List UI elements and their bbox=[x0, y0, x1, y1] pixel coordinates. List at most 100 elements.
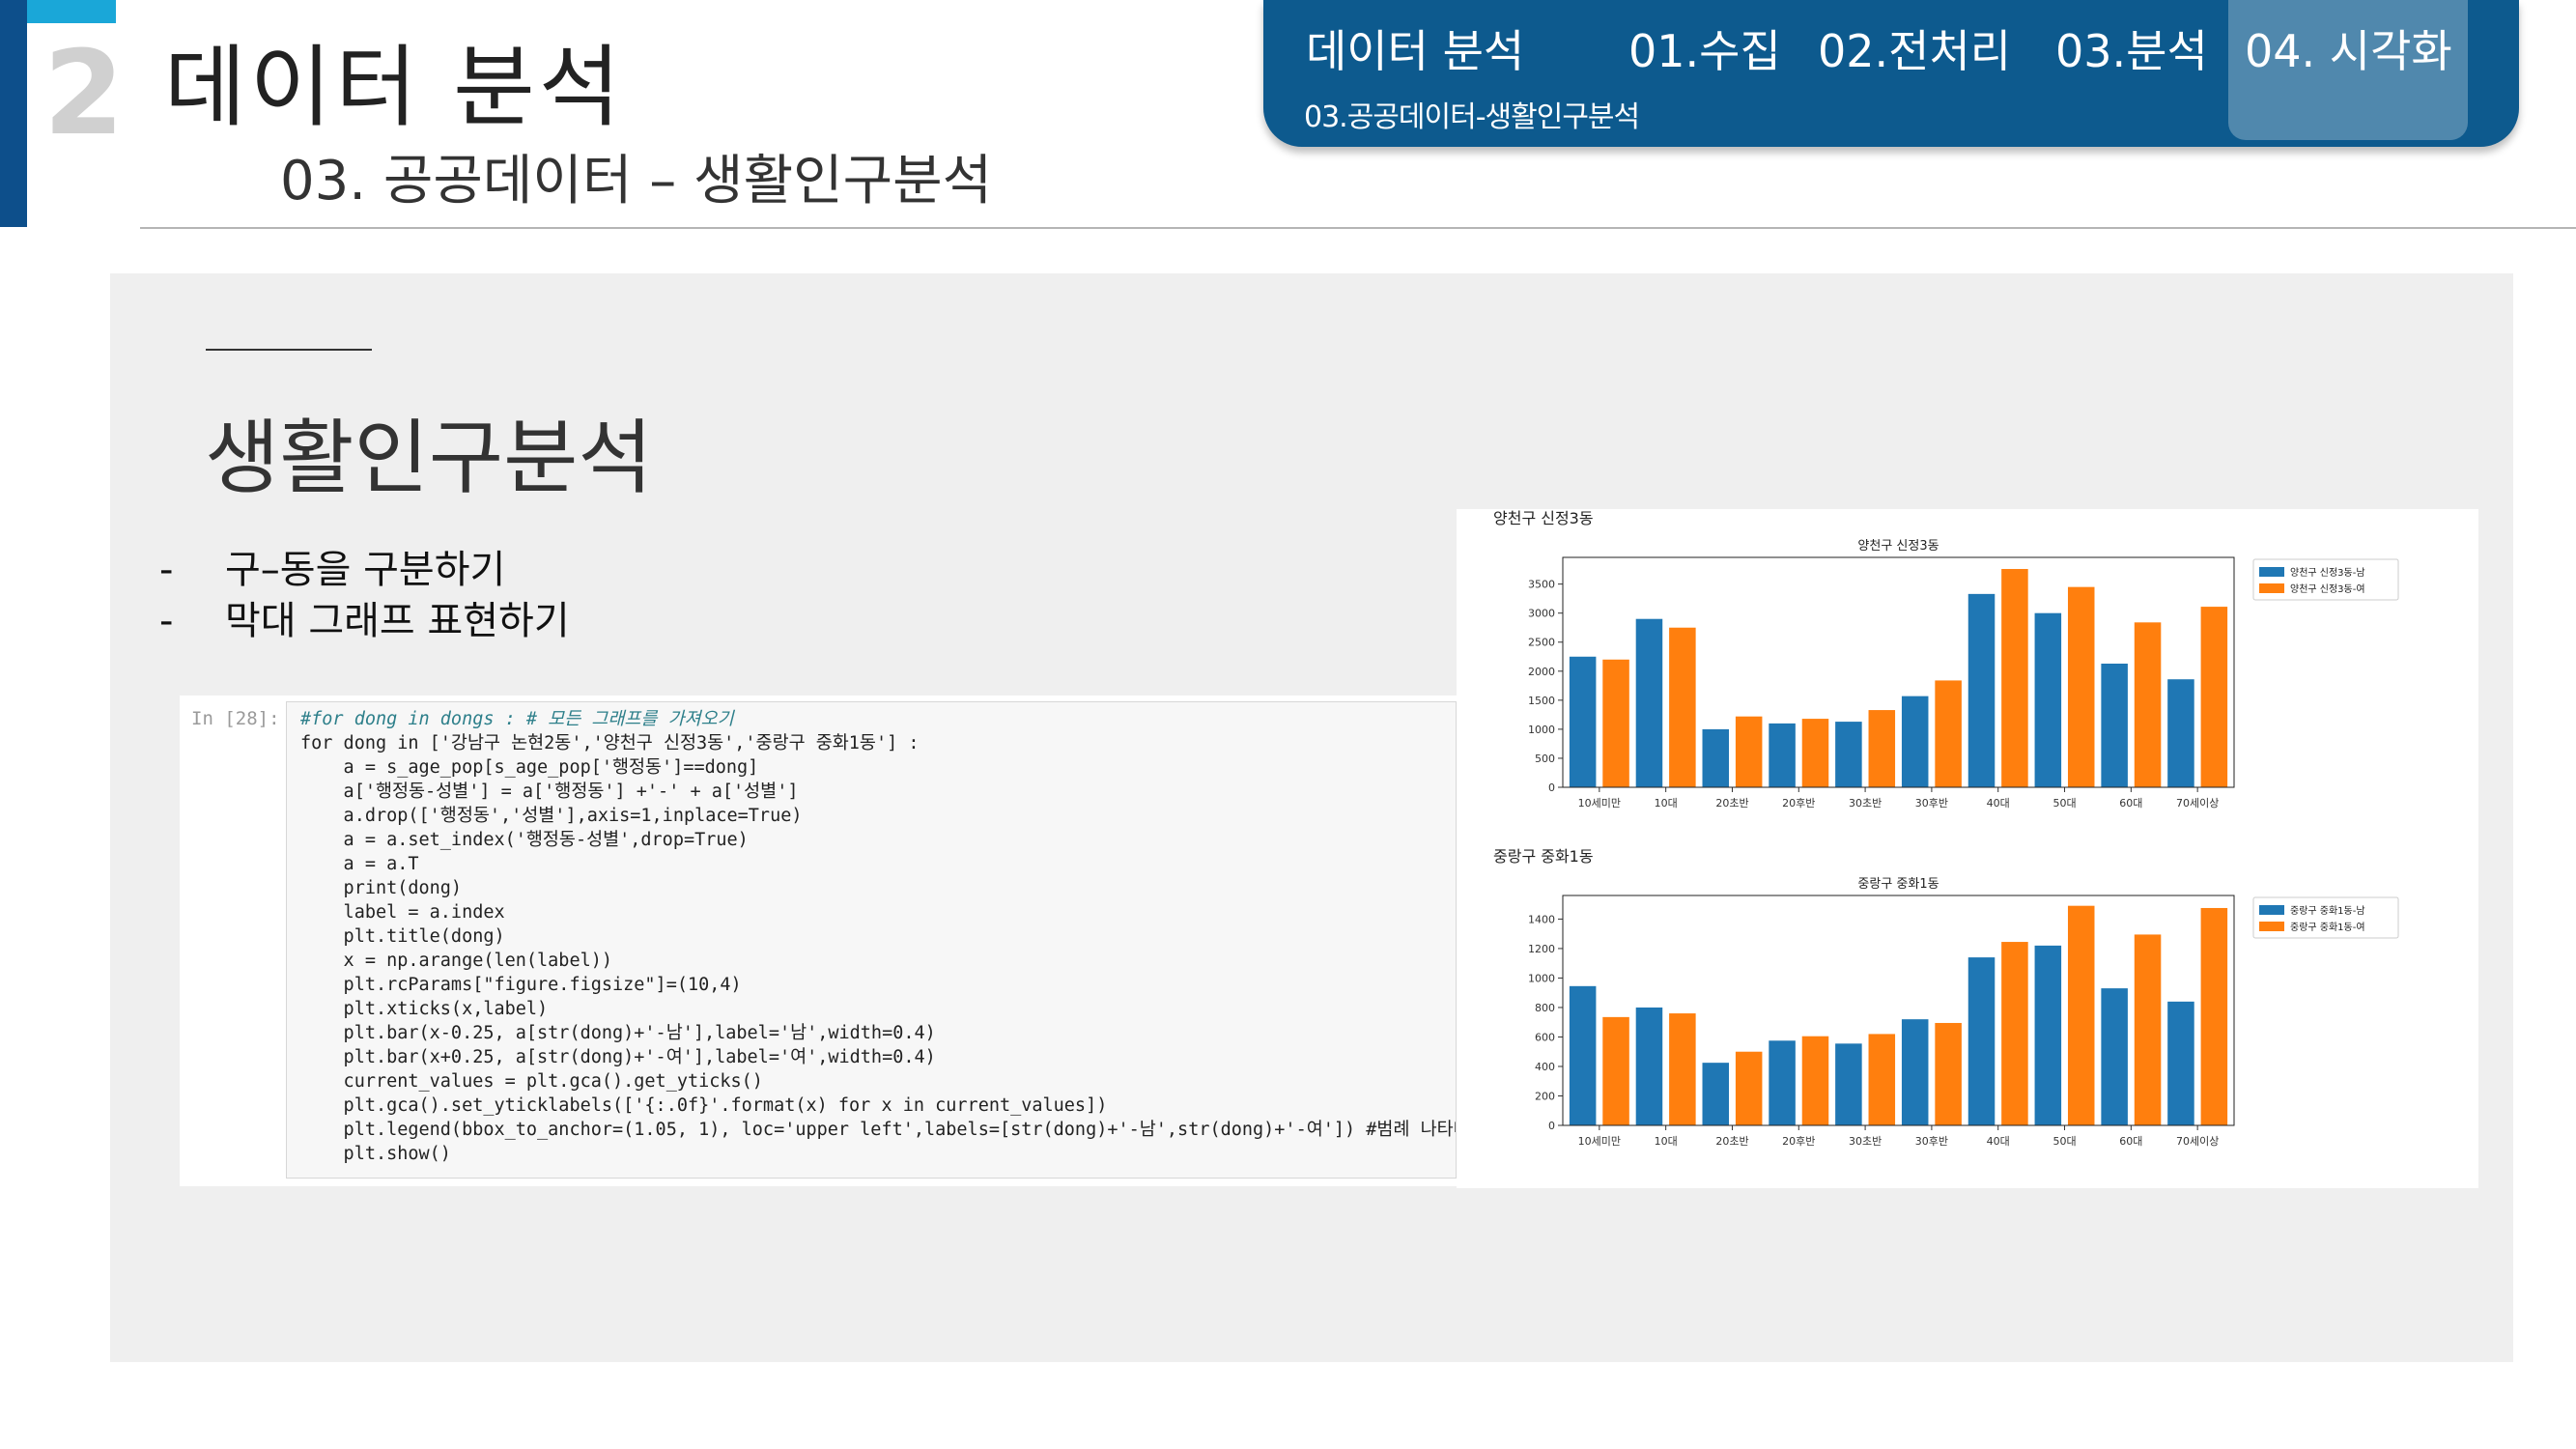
x-tick-label: 30후반 bbox=[1915, 1135, 1948, 1148]
bar-male bbox=[1835, 1043, 1862, 1125]
printed-dong-label: 중랑구 중화1동 bbox=[1493, 847, 1594, 866]
y-tick-label: 0 bbox=[1548, 1120, 1555, 1132]
y-tick-label: 400 bbox=[1535, 1061, 1555, 1073]
y-tick-label: 2000 bbox=[1528, 666, 1555, 678]
bar-male bbox=[1835, 722, 1862, 787]
bar-female bbox=[2200, 907, 2228, 1125]
y-tick-label: 1000 bbox=[1528, 724, 1555, 736]
x-tick-label: 10대 bbox=[1655, 797, 1678, 810]
heading-rule bbox=[206, 349, 372, 351]
code-line: plt.gca().set_yticklabels(['{:.0f}'.form… bbox=[300, 1095, 1108, 1116]
bar-male bbox=[1569, 985, 1597, 1125]
y-tick-label: 1200 bbox=[1528, 943, 1555, 955]
bar-female bbox=[2067, 586, 2095, 787]
x-tick-label: 20후반 bbox=[1782, 1135, 1815, 1148]
code-line: plt.rcParams["figure.figsize"]=(10,4) bbox=[300, 975, 742, 995]
bar-male bbox=[1702, 1063, 1730, 1125]
bar-male bbox=[1769, 1040, 1796, 1125]
code-line: label = a.index bbox=[300, 902, 505, 923]
bar-male bbox=[2101, 663, 2128, 787]
code-line: plt.legend(bbox_to_anchor=(1.05, 1), loc… bbox=[300, 1120, 1457, 1140]
nav-item-visualization[interactable]: 04. 시각화 bbox=[2245, 25, 2452, 77]
bullet-text: 막대 그래프 표현하기 bbox=[225, 599, 570, 643]
bar-female bbox=[1735, 716, 1763, 787]
bar-female bbox=[1935, 1022, 1962, 1125]
bar-male bbox=[1901, 696, 1929, 787]
nav-active-highlight bbox=[2228, 0, 2468, 140]
bar-male bbox=[1635, 618, 1663, 787]
bar-female bbox=[1801, 1036, 1829, 1125]
y-tick-label: 500 bbox=[1535, 753, 1555, 765]
x-tick-label: 30초반 bbox=[1849, 1135, 1882, 1148]
bar-male bbox=[2034, 945, 2062, 1125]
nav-breadcrumb: 03.공공데이터-생활인구분석 bbox=[1304, 100, 1640, 134]
bar-female bbox=[2001, 942, 2028, 1125]
page-title: 데이터 분석 bbox=[164, 36, 625, 139]
bar-male bbox=[2034, 612, 2062, 787]
x-tick-label: 50대 bbox=[2052, 1135, 2076, 1148]
bar-female bbox=[1669, 627, 1696, 787]
y-tick-label: 600 bbox=[1535, 1031, 1555, 1043]
bar-male bbox=[1569, 656, 1597, 787]
legend-swatch bbox=[2259, 567, 2284, 577]
x-tick-label: 20후반 bbox=[1782, 797, 1815, 810]
y-tick-label: 3000 bbox=[1528, 608, 1555, 620]
legend-swatch bbox=[2259, 583, 2284, 593]
bar-female bbox=[1669, 1013, 1696, 1125]
bar-male bbox=[1967, 593, 1996, 787]
code-line: print(dong) bbox=[300, 878, 463, 898]
y-tick-label: 1000 bbox=[1528, 972, 1555, 984]
legend-label: 중랑구 중화1동-남 bbox=[2290, 905, 2365, 917]
nav-item-data-analysis[interactable]: 데이터 분석 bbox=[1306, 25, 1525, 77]
y-tick-label: 3500 bbox=[1528, 579, 1555, 591]
bar-male bbox=[2167, 679, 2194, 787]
code-line: x = np.arange(len(label)) bbox=[300, 951, 613, 971]
chart-output-area: 양천구 신정3동 양천구 신정3동 0 500 1000 1500 2000 2500 3000… bbox=[1457, 509, 2478, 1188]
printed-dong-label: 양천구 신정3동 bbox=[1493, 509, 1594, 527]
legend-label: 중랑구 중화1동-여 bbox=[2290, 922, 2365, 933]
code-cell-prompt: In [28]: bbox=[191, 708, 280, 729]
bullet-dash: - bbox=[159, 599, 174, 643]
x-tick-label: 70세이상 bbox=[2176, 1135, 2219, 1148]
y-tick-label: 200 bbox=[1535, 1090, 1555, 1102]
chart-title: 중랑구 중화1동 bbox=[1857, 877, 1939, 892]
bar-male bbox=[1967, 957, 1996, 1125]
bar-female bbox=[2067, 905, 2095, 1125]
bar-male bbox=[1635, 1007, 1663, 1125]
bar-male bbox=[2101, 988, 2128, 1125]
bar-female bbox=[2134, 934, 2162, 1125]
y-tick-label: 0 bbox=[1548, 781, 1555, 794]
code-editor[interactable]: #for dong in dongs : # 모든 그래프를 가져오기 for … bbox=[286, 701, 1457, 1179]
top-accent-strip bbox=[27, 0, 116, 23]
nav-item-analysis[interactable]: 03.분석 bbox=[2055, 25, 2208, 77]
bar-male bbox=[1769, 723, 1796, 787]
bar-male bbox=[2167, 1001, 2194, 1125]
y-tick-label: 2500 bbox=[1528, 637, 1555, 649]
x-tick-label: 40대 bbox=[1987, 1135, 2010, 1148]
code-line: for dong in ['강남구 논현2동','양천구 신정3동','중랑구 … bbox=[300, 733, 920, 753]
bar-male bbox=[1901, 1019, 1929, 1125]
nav-item-preprocess[interactable]: 02.전처리 bbox=[1818, 25, 2012, 77]
nav-item-collect[interactable]: 01.수집 bbox=[1628, 25, 1781, 77]
bar-female bbox=[1602, 1016, 1629, 1125]
x-tick-label: 50대 bbox=[2052, 797, 2076, 810]
content-heading: 생활인구분석 bbox=[205, 411, 653, 505]
x-tick-label: 60대 bbox=[2119, 1135, 2142, 1148]
y-tick-label: 1400 bbox=[1528, 913, 1555, 925]
code-line: #for dong in dongs : # 모든 그래프를 가져오기 bbox=[300, 709, 734, 729]
x-tick-label: 20초반 bbox=[1715, 1135, 1748, 1148]
section-nav bbox=[1263, 0, 2519, 147]
bullet-dash: - bbox=[159, 548, 174, 592]
header-divider bbox=[140, 227, 2576, 229]
bar-female bbox=[1602, 659, 1629, 787]
legend-swatch bbox=[2259, 905, 2284, 915]
x-tick-label: 70세이상 bbox=[2176, 797, 2219, 810]
legend-swatch bbox=[2259, 922, 2284, 931]
legend-box bbox=[2252, 896, 2399, 939]
bar-female bbox=[1868, 710, 1896, 787]
bullet-item: - 구–동을 구분하기 bbox=[159, 551, 505, 589]
bar-female bbox=[1735, 1051, 1763, 1125]
bullet-text: 구–동을 구분하기 bbox=[225, 548, 506, 592]
bar-female bbox=[1868, 1034, 1896, 1125]
